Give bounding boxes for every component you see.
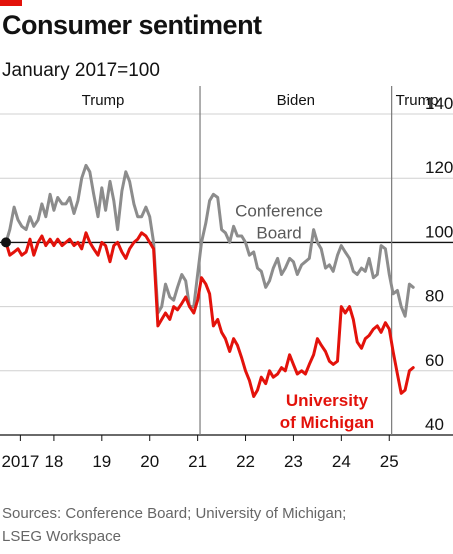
x-tick-label: 24 <box>332 452 351 471</box>
period-label: Biden <box>277 92 315 109</box>
series-line-university-of-michigan <box>4 231 415 398</box>
x-tick-label: 25 <box>380 452 399 471</box>
series-annotation: Conference Board <box>235 202 323 243</box>
source-note: Sources: Conference Board; University of… <box>2 502 442 548</box>
period-label: Trump <box>82 92 125 109</box>
x-tick-label: 20 <box>140 452 159 471</box>
y-tick-label: 120 <box>425 158 453 177</box>
annotation-line: Board <box>256 224 301 243</box>
source-line-2: LSEG Workspace <box>2 528 121 545</box>
base-point-dot <box>1 237 11 248</box>
x-tick-label: 18 <box>44 452 63 471</box>
chart-title: Consumer sentiment <box>2 10 262 40</box>
chart-subtitle: January 2017=100 <box>2 60 160 81</box>
y-tick-label: 100 <box>425 222 453 241</box>
source-line-1: Sources: Conference Board; University of… <box>2 505 347 522</box>
y-tick-label: 140 <box>425 94 453 113</box>
y-tick-label: 40 <box>425 415 444 434</box>
y-tick-label: 80 <box>425 287 444 306</box>
annotation-line: Conference <box>235 202 323 221</box>
y-tick-label: 60 <box>425 351 444 370</box>
x-tick-label: 22 <box>236 452 255 471</box>
period-label: Trump <box>396 92 439 109</box>
series-line-conference-board <box>4 163 415 318</box>
annotation-line: of Michigan <box>280 413 374 432</box>
brand-accent-bar <box>0 0 22 6</box>
x-tick-label: 2017 <box>1 452 39 471</box>
x-tick-label: 19 <box>92 452 111 471</box>
x-tick-label: 23 <box>284 452 303 471</box>
x-tick-label: 21 <box>188 452 207 471</box>
annotation-line: University <box>286 391 369 410</box>
series-annotation: University of Michigan <box>280 391 374 432</box>
